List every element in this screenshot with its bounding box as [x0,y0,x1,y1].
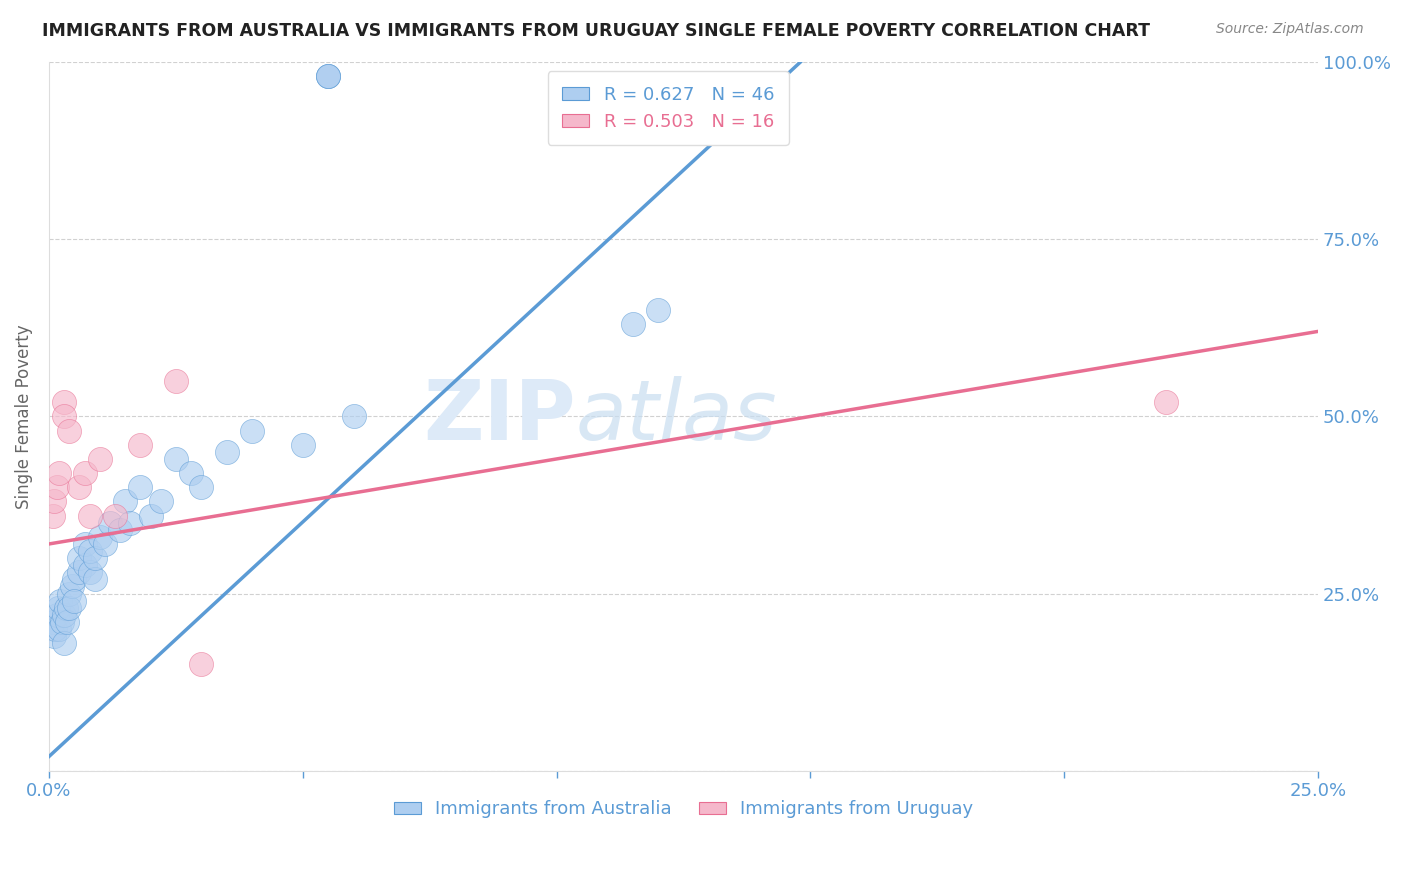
Point [53,636,76,650]
Point [316,70,339,84]
Point [114,494,136,508]
Point [108,523,131,537]
Point [58,424,80,438]
Point [58,586,80,600]
Point [63,593,86,607]
Point [45,480,67,494]
Point [240,424,263,438]
Point [79,566,101,580]
Point [83,573,105,587]
Point [55,615,77,629]
Point [67,566,90,580]
Point [46,600,69,615]
Point [79,544,101,558]
Y-axis label: Single Female Poverty: Single Female Poverty [15,324,32,508]
Text: IMMIGRANTS FROM AUSTRALIA VS IMMIGRANTS FROM URUGUAY SINGLE FEMALE POVERTY CORRE: IMMIGRANTS FROM AUSTRALIA VS IMMIGRANTS … [42,22,1150,40]
Text: atlas: atlas [575,376,778,457]
Point [48,622,70,636]
Point [165,451,187,466]
Point [63,573,86,587]
Point [58,600,80,615]
Point [53,395,76,409]
Point [60,579,83,593]
Point [129,480,152,494]
Point [42,508,65,523]
Point [1154,395,1177,409]
Point [316,70,339,84]
Point [190,657,212,672]
Text: Source: ZipAtlas.com: Source: ZipAtlas.com [1216,22,1364,37]
Point [190,480,212,494]
Point [53,607,76,622]
Point [291,438,314,452]
Point [104,508,127,523]
Point [73,558,96,573]
Point [45,607,67,622]
Point [139,508,162,523]
Point [83,551,105,566]
Point [49,593,72,607]
Point [89,530,111,544]
Point [53,409,76,424]
Point [120,516,142,530]
Point [149,494,172,508]
Point [73,466,96,480]
Legend: Immigrants from Australia, Immigrants from Uruguay: Immigrants from Australia, Immigrants fr… [387,793,981,825]
Point [79,508,101,523]
Point [42,629,65,643]
Point [94,537,117,551]
Point [215,445,238,459]
Point [129,438,152,452]
Text: ZIP: ZIP [423,376,575,457]
Point [98,516,121,530]
Point [48,466,70,480]
Point [342,409,364,424]
Point [165,374,187,388]
Point [44,622,66,636]
Point [73,537,96,551]
Point [67,551,90,566]
Point [89,451,111,466]
Point [316,70,339,84]
Point [42,615,65,629]
Point [621,318,644,332]
Point [67,480,90,494]
Point [42,494,65,508]
Point [51,615,73,629]
Point [55,600,77,615]
Point [180,466,202,480]
Point [647,303,669,318]
